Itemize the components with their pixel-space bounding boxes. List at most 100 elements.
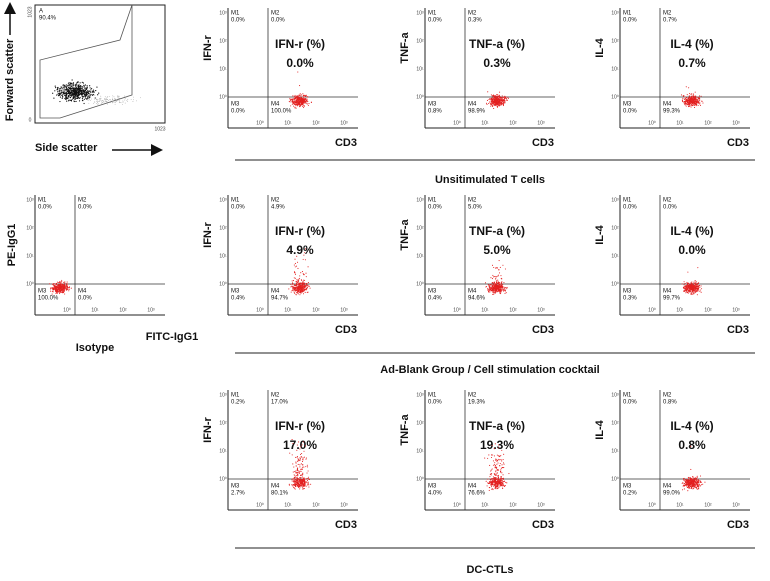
event-dot [695,482,697,484]
event-dot [497,475,499,477]
event-dot [127,100,128,102]
event-dot [700,291,702,293]
event-dot [301,102,303,104]
event-dot [504,102,506,104]
event-dot [118,96,119,97]
event-dot [503,485,505,488]
event-dot [299,103,301,106]
event-dot [77,97,79,100]
quadrant-value: 76.6% [468,491,486,497]
event-dot [494,462,496,464]
event-dot [52,287,54,289]
event-dot [502,288,504,290]
event-dot [700,285,702,287]
event-dot [96,102,97,104]
event-dot [306,284,308,286]
event-dot [84,84,87,86]
event-dot [81,90,83,92]
event-dot [496,460,498,462]
event-dot [496,267,499,269]
event-dot [685,290,687,292]
event-dot [506,286,508,289]
event-dot [694,485,696,487]
event-dot [307,266,309,268]
event-dot [68,287,70,289]
event-dot [294,258,296,260]
quadrant-name: M3 [428,102,437,108]
x-tick-label: 10³ [537,502,545,508]
event-dot [489,288,491,291]
event-dot [502,462,505,464]
y-tick-label: 10¹ [26,253,34,259]
event-dot [304,248,307,250]
event-dot [305,276,307,278]
event-dot [65,284,68,286]
event-dot [697,267,699,269]
event-dot [492,484,494,486]
event-dot [500,289,502,291]
event-dot [302,283,305,286]
event-dot [697,282,699,284]
event-dot [305,272,307,274]
x-tick-label: 10⁰ [256,307,264,313]
event-dot [305,457,308,459]
event-dot [684,286,686,288]
event-dot [112,101,113,103]
event-dot [497,282,499,284]
event-dot [496,483,498,485]
event-dot [503,289,505,291]
event-dot [303,466,305,468]
event-dot [489,287,492,289]
event-dot [50,288,52,290]
event-dot [300,476,302,479]
y-tick-label: 10³ [611,197,619,203]
event-dot [69,87,71,89]
event-dot [502,102,504,104]
event-dot [107,100,109,101]
event-dot [485,102,488,104]
event-dot [499,291,501,293]
x-tick-label: 10³ [537,120,545,126]
quadrant-name: M3 [428,484,437,490]
event-dot [302,487,304,489]
event-dot [683,284,685,286]
event-dot [52,288,54,290]
quadrant-value: 0.0% [623,109,637,115]
event-dot [296,103,298,105]
event-dot [494,289,496,291]
event-dot [691,102,693,104]
event-dot [71,86,73,88]
x-right: 1023 [154,126,165,132]
event-dot [495,267,497,269]
event-dot [104,96,106,98]
event-dot [301,476,304,478]
event-dot [118,102,120,104]
x-tick-label: 10² [312,307,320,313]
event-dot [689,99,692,101]
event-dot [499,484,502,486]
event-dot [489,476,491,478]
quadrant-value: 0.3% [468,18,482,24]
panel-title: IFN-r (%) [275,37,325,51]
event-dot [296,105,298,107]
event-dot [500,275,502,277]
event-dot [490,469,492,471]
event-dot [71,90,73,92]
event-dot [495,282,498,284]
event-dot [503,281,505,284]
event-dot [303,485,305,487]
event-dot [484,457,486,459]
event-dot [296,475,298,477]
event-dot [504,290,506,292]
event-dot [302,285,304,287]
event-dot [306,103,308,105]
event-dot [492,289,494,291]
event-dot [72,94,74,96]
event-dot [302,480,304,482]
event-dot [80,85,82,88]
quadrant-name: M3 [428,289,437,295]
event-dot [84,97,87,99]
event-dot [489,464,491,467]
event-dot [495,95,497,97]
event-dot [690,104,693,106]
